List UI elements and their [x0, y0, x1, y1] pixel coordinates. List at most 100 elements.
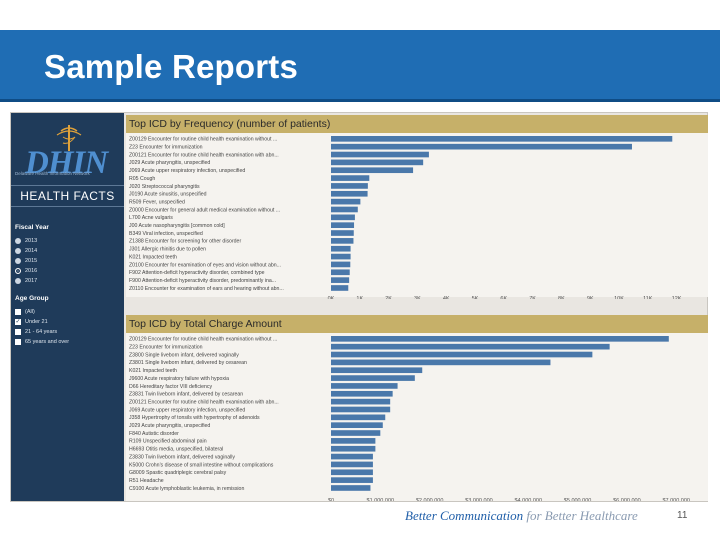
frequency-chart-title: Top ICD by Frequency (number of patients…	[126, 115, 708, 133]
bar[interactable]	[331, 367, 423, 374]
fiscal-year-option[interactable]: 2016	[15, 266, 37, 275]
category-label: J029 Acute pharyngitis, unspecified	[129, 160, 210, 166]
checkbox-icon	[15, 328, 21, 335]
category-label: F900 Attention-deficit hyperactivity dis…	[129, 278, 276, 284]
x-tick-label: 10K	[614, 296, 624, 299]
radio-icon	[15, 257, 21, 264]
category-label: D66 Hereditary factor VIII deficiency	[129, 384, 212, 390]
bar[interactable]	[331, 151, 429, 158]
category-label: J00 Acute nasopharyngitis [common cold]	[129, 223, 225, 229]
charge-chart: Z00129 Encounter for routine child healt…	[129, 336, 690, 501]
category-label: K021 Impacted teeth	[129, 254, 177, 260]
bar[interactable]	[331, 343, 610, 350]
bar[interactable]	[331, 277, 350, 283]
frequency-chart-panel: Top ICD by Frequency (number of patients…	[126, 115, 708, 299]
bar[interactable]	[331, 430, 381, 436]
page-number: 11	[677, 510, 688, 521]
bar[interactable]	[331, 167, 414, 174]
category-label: R51 Headache	[129, 478, 164, 484]
bar[interactable]	[331, 190, 368, 197]
category-label: Z0110 Encounter for examination of ears …	[129, 286, 284, 292]
bar[interactable]	[331, 469, 373, 476]
bar[interactable]	[331, 222, 355, 228]
category-label: Z3801 Single liveborn infant, delivered …	[129, 360, 247, 366]
category-label: Z23 Encounter for immunization	[129, 145, 203, 151]
bar[interactable]	[331, 238, 354, 244]
bar[interactable]	[331, 183, 368, 189]
category-label: J029 Acute pharyngitis, unspecified	[129, 423, 210, 429]
radio-icon	[15, 247, 21, 254]
bar[interactable]	[331, 414, 386, 421]
bar[interactable]	[331, 477, 373, 483]
fiscal-year-option[interactable]: 2017	[15, 276, 37, 285]
logo-text: DHIN	[25, 145, 108, 181]
bar[interactable]	[331, 422, 383, 428]
age-group-option[interactable]: 21 - 64 years	[15, 327, 57, 336]
bar[interactable]	[331, 485, 371, 491]
category-label: Z3831 Twin liveborn infant, delivered by…	[129, 392, 243, 398]
bar[interactable]	[331, 269, 350, 276]
bar[interactable]	[331, 351, 593, 358]
category-label: K5000 Crohn's disease of small intestine…	[129, 462, 274, 468]
fiscal-year-option[interactable]: 2015	[15, 256, 37, 265]
category-label: H6693 Otitis media, unspecified, bilater…	[129, 447, 223, 453]
bar[interactable]	[331, 438, 376, 444]
checkbox-icon	[15, 338, 21, 345]
category-label: Z3800 Single liveborn infant, delivered …	[129, 352, 239, 358]
bar[interactable]	[331, 453, 373, 460]
bar[interactable]	[331, 198, 361, 205]
bar[interactable]	[331, 230, 354, 236]
x-tick-label: $1,000,000	[367, 498, 395, 501]
radio-icon	[15, 277, 21, 284]
bar[interactable]	[331, 253, 351, 260]
fiscal-year-option[interactable]: 2014	[15, 246, 37, 255]
dhin-logo: DHIN	[19, 123, 115, 181]
frequency-chart: Z00129 Encounter for routine child healt…	[129, 136, 682, 299]
age-group-option[interactable]: 65 years and over	[15, 337, 69, 346]
category-label: J301 Allergic rhinitis due to pollen	[129, 247, 206, 253]
bar[interactable]	[331, 461, 373, 468]
x-tick-label: 12K	[672, 296, 682, 299]
bar[interactable]	[331, 285, 349, 291]
category-label: R109 Unspecified abdominal pain	[129, 439, 207, 445]
x-tick-label: $0	[328, 498, 334, 501]
x-tick-label: $6,000,000	[613, 498, 641, 501]
radio-selected-icon	[15, 267, 21, 274]
bar[interactable]	[331, 136, 673, 142]
x-tick-label: 9K	[587, 296, 594, 299]
caduceus-icon	[56, 125, 82, 151]
category-label: Z0000 Encounter for general adult medica…	[129, 207, 280, 213]
checkbox-icon	[15, 308, 21, 315]
bar[interactable]	[331, 206, 358, 213]
bar[interactable]	[331, 375, 415, 381]
age-group-option[interactable]: (All)	[15, 307, 35, 316]
category-label: Z00121 Encounter for routine child healt…	[129, 399, 279, 405]
health-facts-title: HEALTH FACTS	[11, 185, 124, 207]
category-label: J069 Acute upper respiratory infection, …	[129, 168, 245, 174]
bar[interactable]	[331, 398, 391, 405]
bar[interactable]	[331, 214, 355, 221]
bar[interactable]	[331, 336, 669, 342]
category-label: C9100 Acute lymphoblastic leukemia, in r…	[129, 486, 244, 492]
bar[interactable]	[331, 359, 551, 366]
category-label: J020 Streptococcal pharyngitis	[129, 184, 200, 190]
x-tick-label: 2K	[385, 296, 392, 299]
x-tick-label: $2,000,000	[416, 498, 444, 501]
bar[interactable]	[331, 159, 424, 166]
bar[interactable]	[331, 261, 351, 268]
footer-brand: Better Communication for Better Healthca…	[405, 508, 638, 524]
age-group-label: Age Group	[15, 295, 49, 302]
category-label: Z00129 Encounter for routine child healt…	[129, 337, 277, 343]
bar[interactable]	[331, 390, 393, 397]
bar[interactable]	[331, 143, 632, 150]
bar[interactable]	[331, 406, 391, 413]
x-tick-label: 6K	[500, 296, 507, 299]
bar[interactable]	[331, 445, 376, 452]
bar[interactable]	[331, 175, 370, 181]
category-label: J069 Acute upper respiratory infection, …	[129, 407, 245, 413]
bar[interactable]	[331, 245, 351, 252]
fiscal-year-option[interactable]: 2013	[15, 236, 37, 245]
bar[interactable]	[331, 383, 398, 389]
x-tick-label: 0K	[328, 296, 335, 299]
age-group-option[interactable]: ✓ Under 21	[15, 318, 48, 325]
